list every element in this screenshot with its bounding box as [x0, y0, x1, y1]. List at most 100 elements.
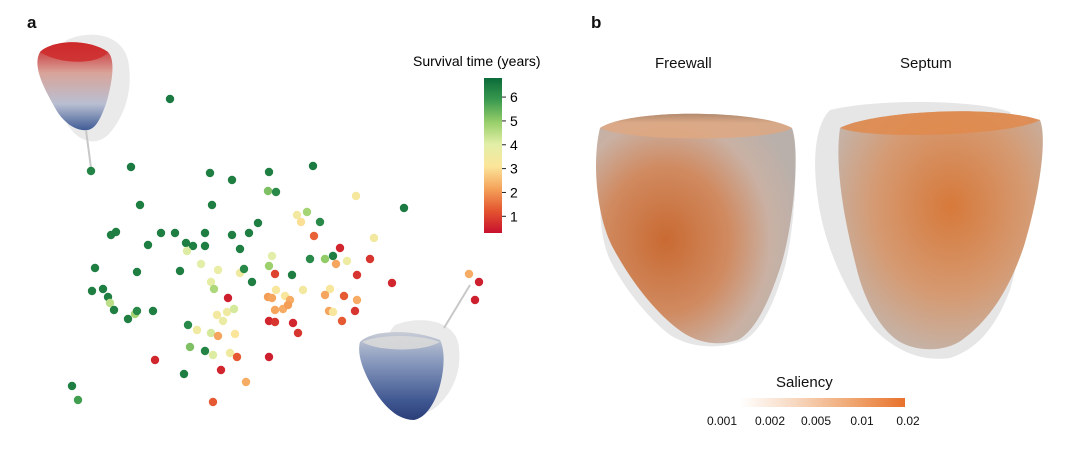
colorbar-tick-label: 1 — [510, 208, 518, 224]
scatter-point — [175, 266, 185, 276]
scatter-point — [308, 161, 318, 171]
scatter-point — [267, 293, 277, 303]
scatter-point — [399, 203, 409, 213]
scatter-point — [206, 328, 216, 338]
heart-view-freewall — [596, 113, 796, 347]
scatter-point — [132, 306, 142, 316]
scatter-point — [293, 328, 303, 338]
scatter-point — [98, 284, 108, 294]
scatter-point — [369, 233, 379, 243]
scatter-point — [183, 320, 193, 330]
scatter-point — [227, 175, 237, 185]
scatter-point — [239, 264, 249, 274]
scatter-point — [335, 243, 345, 253]
scatter-point — [470, 295, 480, 305]
saliency-tick: 0.01 — [850, 414, 874, 428]
panel-b-letter: b — [591, 13, 602, 32]
colorbar-tick-label: 5 — [510, 113, 518, 129]
scatter-point — [185, 342, 195, 352]
saliency-tick: 0.001 — [706, 414, 738, 428]
scatter-point — [200, 241, 210, 251]
scatter-point — [109, 305, 119, 315]
colorbar-tick-label: 4 — [510, 137, 518, 153]
scatter-point — [148, 306, 158, 316]
scatter-point — [225, 348, 235, 358]
scatter-point — [270, 317, 280, 327]
scatter-point — [298, 285, 308, 295]
scatter-point — [235, 244, 245, 254]
scatter-point — [67, 381, 77, 391]
colorbar-tick-label: 3 — [510, 161, 518, 177]
colorbar-title: Survival time (years) — [413, 53, 541, 69]
survival-colorbar: 1 2 3 4 5 6 Survival time (years) — [413, 53, 541, 233]
scatter-point — [105, 298, 115, 308]
scatter-point — [223, 293, 233, 303]
scatter-point — [283, 300, 293, 310]
scatter-point — [182, 246, 192, 256]
scatter-point — [170, 228, 180, 238]
scatter-point — [464, 269, 474, 279]
scatter-point — [247, 277, 257, 287]
scatter-point — [271, 187, 281, 197]
panel-a-letter: a — [27, 13, 37, 32]
saliency-tick: 0.002 — [754, 414, 786, 428]
scatter-point — [143, 240, 153, 250]
scatter-point — [315, 217, 325, 227]
scatter-point — [230, 329, 240, 339]
scatter-point — [365, 254, 375, 264]
scatter-point — [320, 254, 330, 264]
scatter-point — [132, 267, 142, 277]
scatter-point — [296, 217, 306, 227]
scatter-point — [331, 259, 341, 269]
heart-view-septum — [815, 101, 1043, 359]
scatter-point — [73, 395, 83, 405]
scatter-point — [287, 270, 297, 280]
scatter-point — [288, 318, 298, 328]
colorbar-tick-label: 2 — [510, 184, 518, 200]
scatter-point — [474, 277, 484, 287]
scatter-point — [302, 207, 312, 217]
scatter-point — [181, 238, 191, 248]
scatter-point — [209, 284, 219, 294]
scatter-point — [263, 186, 273, 196]
scatter-point — [86, 166, 96, 176]
view-title-freewall: Freewall — [655, 55, 712, 72]
scatter-point — [207, 200, 217, 210]
scatter-point — [216, 365, 226, 375]
scatter-point — [264, 261, 274, 271]
scatter-point — [351, 191, 361, 201]
scatter-point — [244, 228, 254, 238]
scatter-point — [271, 285, 281, 295]
scatter-point — [339, 291, 349, 301]
scatter-point — [126, 162, 136, 172]
scatter-point — [188, 241, 198, 251]
scatter-point — [352, 295, 362, 305]
scatter-point — [150, 355, 160, 365]
scatter-point — [205, 168, 215, 178]
view-title-septum: Septum — [900, 55, 952, 72]
scatter-point — [90, 263, 100, 273]
saliency-tick: 0.005 — [800, 414, 832, 428]
scatter-point — [213, 265, 223, 275]
scatter-point — [267, 251, 277, 261]
colorbar-tick-label: 6 — [510, 89, 518, 105]
scatter-point — [253, 218, 263, 228]
scatter-point — [292, 210, 302, 220]
scatter-point — [232, 352, 242, 362]
scatter-point — [123, 314, 133, 324]
scatter-point — [325, 284, 335, 294]
scatter-point — [264, 352, 274, 362]
scatter-point — [305, 254, 315, 264]
scatter-point — [227, 230, 237, 240]
scatter-point — [206, 277, 216, 287]
scatter-point — [135, 200, 145, 210]
scatter-point — [208, 350, 218, 360]
scatter-point — [337, 316, 347, 326]
scatter-point — [229, 304, 239, 314]
scatter-point — [200, 346, 210, 356]
scatter-plot — [67, 94, 484, 407]
heart-model-long-survival — [359, 320, 460, 420]
scatter-point — [208, 397, 218, 407]
scatter-point — [218, 316, 228, 326]
